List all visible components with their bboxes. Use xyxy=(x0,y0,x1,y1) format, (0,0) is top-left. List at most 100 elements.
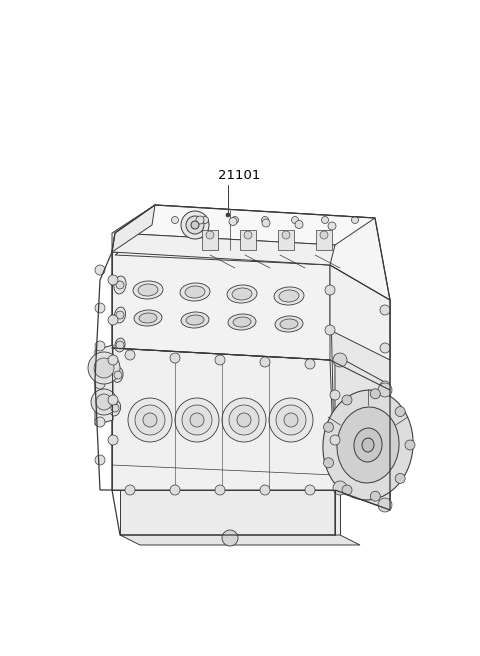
Ellipse shape xyxy=(139,313,157,323)
Ellipse shape xyxy=(275,316,303,332)
Circle shape xyxy=(229,218,237,226)
Circle shape xyxy=(116,281,124,289)
Polygon shape xyxy=(95,345,113,425)
Circle shape xyxy=(324,458,334,468)
Ellipse shape xyxy=(114,276,126,294)
Circle shape xyxy=(325,285,335,295)
Circle shape xyxy=(91,389,117,415)
Circle shape xyxy=(96,394,112,410)
Circle shape xyxy=(95,455,105,465)
Circle shape xyxy=(125,485,135,495)
Circle shape xyxy=(295,220,303,228)
Text: 21101: 21101 xyxy=(218,169,260,182)
Polygon shape xyxy=(112,348,335,490)
Polygon shape xyxy=(316,230,332,250)
Ellipse shape xyxy=(133,281,163,299)
Circle shape xyxy=(351,216,359,224)
Polygon shape xyxy=(240,230,256,250)
Circle shape xyxy=(262,216,268,224)
Circle shape xyxy=(276,405,306,435)
Circle shape xyxy=(237,413,251,427)
Circle shape xyxy=(95,417,105,427)
Circle shape xyxy=(175,398,219,442)
Polygon shape xyxy=(112,205,155,490)
Circle shape xyxy=(182,405,212,435)
Circle shape xyxy=(95,379,105,389)
Polygon shape xyxy=(202,230,218,250)
Circle shape xyxy=(111,404,119,412)
Ellipse shape xyxy=(115,338,125,352)
Ellipse shape xyxy=(337,407,399,483)
Circle shape xyxy=(322,216,328,224)
Circle shape xyxy=(95,341,105,351)
Circle shape xyxy=(135,405,165,435)
Ellipse shape xyxy=(362,438,374,452)
Circle shape xyxy=(380,419,390,429)
Polygon shape xyxy=(120,535,360,545)
Polygon shape xyxy=(330,265,390,360)
Circle shape xyxy=(95,303,105,313)
Polygon shape xyxy=(112,252,330,360)
Circle shape xyxy=(88,352,120,384)
Circle shape xyxy=(305,485,315,495)
Polygon shape xyxy=(278,230,294,250)
Circle shape xyxy=(95,265,105,275)
Circle shape xyxy=(405,440,415,450)
Ellipse shape xyxy=(181,312,209,328)
Circle shape xyxy=(378,383,392,397)
Ellipse shape xyxy=(109,400,120,416)
Ellipse shape xyxy=(228,314,256,330)
Polygon shape xyxy=(330,265,390,510)
Circle shape xyxy=(324,422,334,432)
Ellipse shape xyxy=(134,310,162,326)
Circle shape xyxy=(370,389,380,399)
Circle shape xyxy=(170,353,180,363)
Circle shape xyxy=(186,216,204,234)
Circle shape xyxy=(291,216,299,224)
Circle shape xyxy=(328,222,336,230)
Circle shape xyxy=(94,358,114,378)
Circle shape xyxy=(282,231,290,239)
Circle shape xyxy=(370,491,380,501)
Circle shape xyxy=(108,355,118,365)
Circle shape xyxy=(330,390,340,400)
Circle shape xyxy=(171,216,179,224)
Circle shape xyxy=(143,413,157,427)
Ellipse shape xyxy=(185,286,205,298)
Circle shape xyxy=(380,305,390,315)
Circle shape xyxy=(206,231,214,239)
Circle shape xyxy=(222,398,266,442)
Ellipse shape xyxy=(227,285,257,303)
Polygon shape xyxy=(115,205,375,245)
Circle shape xyxy=(196,216,204,224)
Circle shape xyxy=(116,341,124,349)
Circle shape xyxy=(170,485,180,495)
Circle shape xyxy=(325,325,335,335)
Circle shape xyxy=(380,457,390,467)
Circle shape xyxy=(262,219,270,227)
Circle shape xyxy=(108,435,118,445)
Ellipse shape xyxy=(279,290,299,302)
Ellipse shape xyxy=(280,319,298,329)
Polygon shape xyxy=(115,205,390,300)
Circle shape xyxy=(231,216,239,224)
Circle shape xyxy=(108,395,118,405)
Circle shape xyxy=(395,474,405,483)
Circle shape xyxy=(128,398,172,442)
Circle shape xyxy=(108,275,118,285)
Circle shape xyxy=(395,407,405,417)
Circle shape xyxy=(116,311,124,319)
Circle shape xyxy=(191,221,199,229)
Circle shape xyxy=(222,530,238,546)
Ellipse shape xyxy=(186,315,204,325)
Ellipse shape xyxy=(114,307,126,323)
Circle shape xyxy=(226,213,230,217)
Circle shape xyxy=(333,353,347,367)
Circle shape xyxy=(342,395,352,405)
Circle shape xyxy=(333,481,347,495)
Ellipse shape xyxy=(180,283,210,301)
Circle shape xyxy=(380,343,390,353)
Circle shape xyxy=(202,216,208,224)
Circle shape xyxy=(125,350,135,360)
Ellipse shape xyxy=(232,288,252,300)
